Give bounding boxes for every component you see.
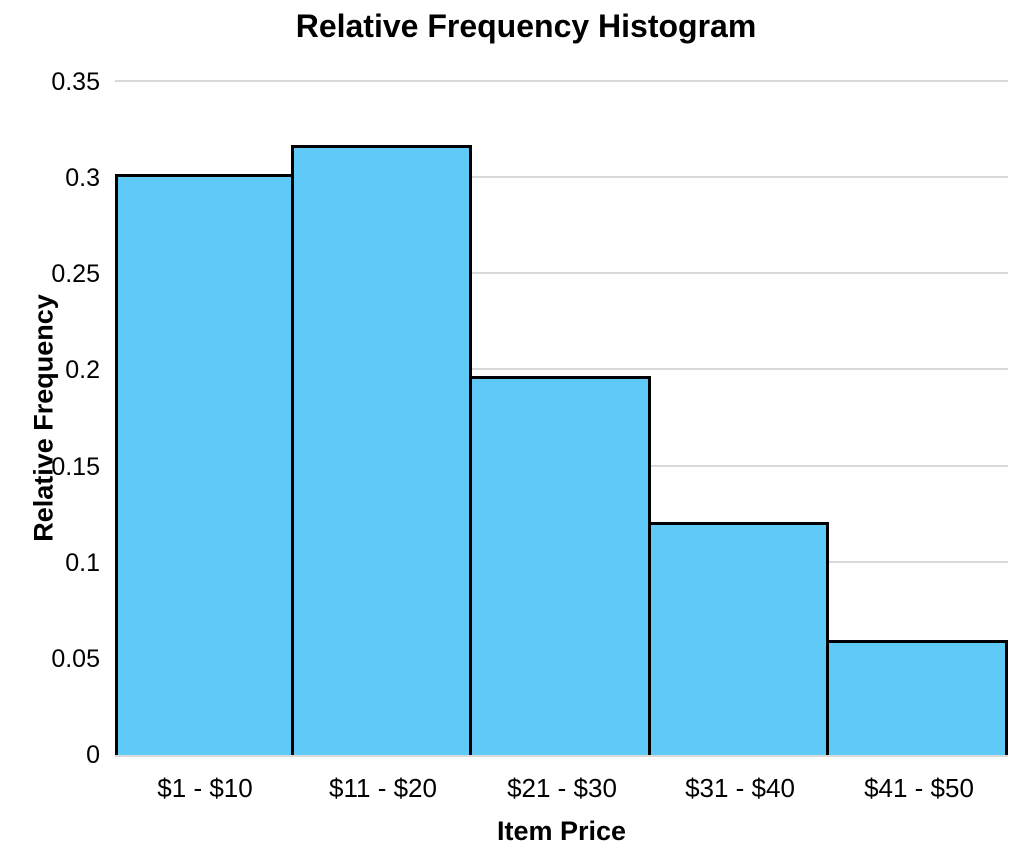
x-tick-label: $31 - $40	[685, 773, 795, 803]
y-axis-title: Relative Frequency	[28, 294, 59, 542]
y-tick-label: 0	[86, 741, 100, 769]
histogram-bar	[115, 174, 294, 755]
x-tick-label: $21 - $30	[507, 773, 617, 803]
y-tick-label: 0.3	[65, 164, 100, 192]
histogram-bar	[648, 522, 829, 755]
x-axis-line	[115, 755, 1008, 757]
x-tick-label: $1 - $10	[157, 773, 253, 803]
gridline	[115, 272, 1008, 274]
histogram-bar	[291, 145, 472, 755]
y-tick-label: 0.2	[65, 356, 100, 384]
y-tick-label: 0.1	[65, 549, 100, 577]
histogram-bar	[826, 640, 1008, 755]
gridline	[115, 80, 1008, 82]
x-tick-label: $41 - $50	[864, 773, 974, 803]
plot-area	[115, 80, 1008, 757]
gridline	[115, 368, 1008, 370]
y-tick-label: 0.35	[51, 68, 100, 96]
y-tick-label: 0.25	[51, 260, 100, 288]
y-tick-label: 0.15	[51, 453, 100, 481]
gridline	[115, 176, 1008, 178]
x-axis-title: Item Price	[496, 816, 627, 846]
chart-title: Relative Frequency Histogram	[295, 8, 757, 44]
histogram-bar	[469, 376, 651, 755]
x-tick-label: $11 - $20	[329, 773, 437, 803]
y-tick-label: 0.05	[51, 645, 100, 673]
